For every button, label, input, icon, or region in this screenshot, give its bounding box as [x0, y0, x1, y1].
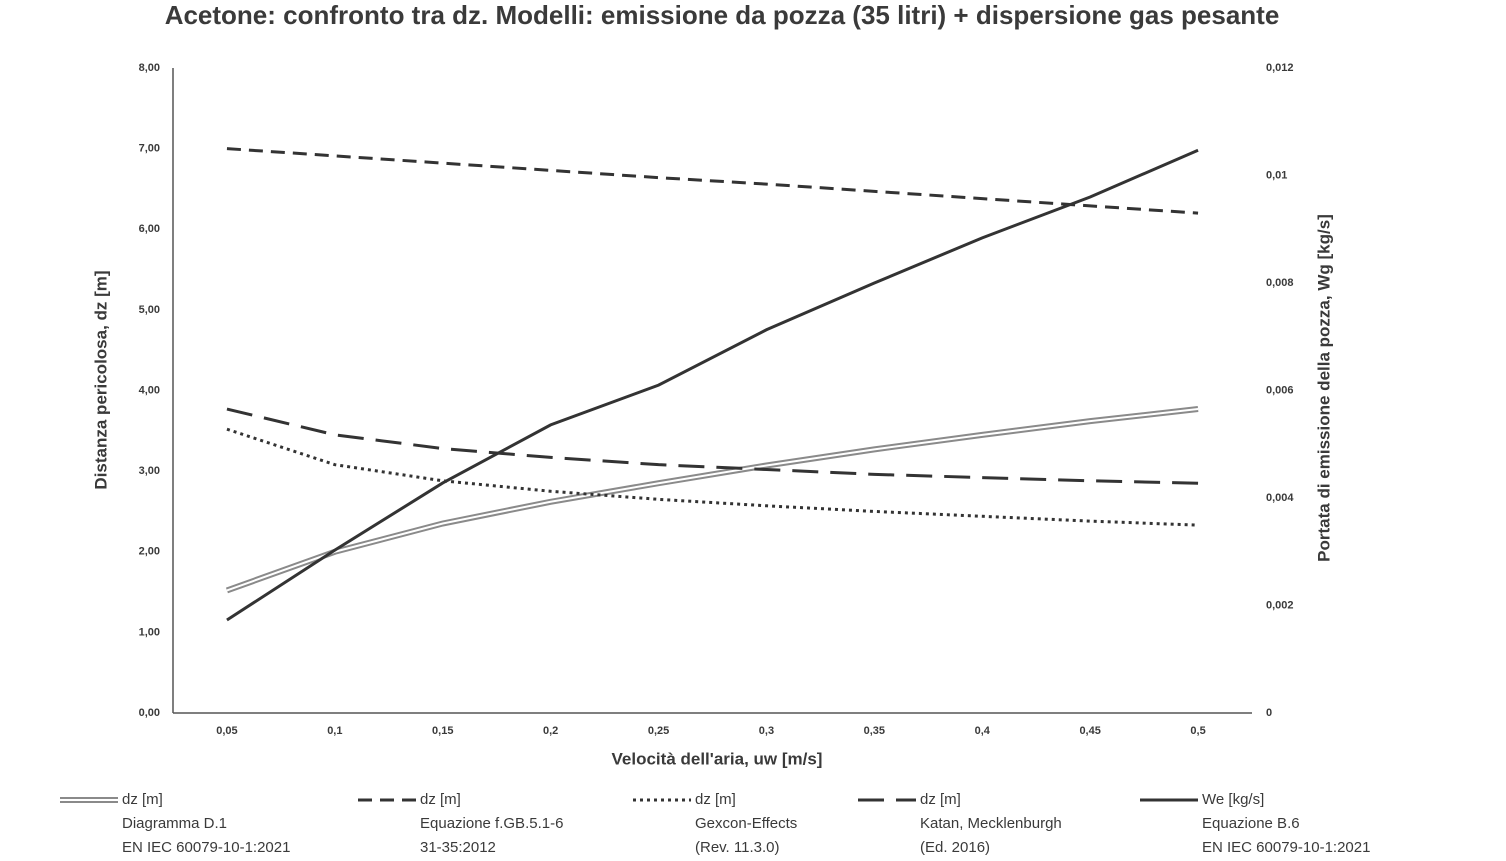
x-axis-title: Velocità dell'aria, uw [m/s]	[612, 749, 823, 768]
x-tick-label: 0,45	[1079, 725, 1100, 737]
y-tick-label: 2,00	[139, 546, 160, 558]
legend-source: 31-35:2012	[420, 839, 496, 856]
legend-label: We [kg/s]	[1202, 791, 1264, 808]
legend-label: dz [m]	[695, 791, 736, 808]
y-tick-label: 0,00	[139, 707, 160, 719]
legend-source: Equazione B.6	[1202, 815, 1300, 832]
y2-tick-label: 0,008	[1266, 277, 1294, 289]
y-tick-label: 6,00	[139, 223, 160, 235]
y-axis-title: Distanza pericolosa, dz [m]	[91, 270, 110, 489]
x-tick-label: 0,35	[864, 725, 885, 737]
x-tick-label: 0,1	[327, 725, 342, 737]
series-line	[226, 147, 1199, 215]
series-line	[226, 427, 1199, 527]
y2-tick-label: 0,012	[1266, 62, 1294, 74]
legend-label: dz [m]	[122, 791, 163, 808]
x-tick-label: 0,15	[432, 725, 453, 737]
x-tick-label: 0,25	[648, 725, 669, 737]
y-tick-label: 4,00	[139, 384, 160, 396]
x-tick-label: 0,4	[975, 725, 991, 737]
y-tick-label: 3,00	[139, 465, 160, 477]
y2-axis-title: Portata di emissione della pozza, Wg [kg…	[1314, 214, 1333, 562]
legend-source: (Ed. 2016)	[920, 839, 990, 856]
y2-tick-label: 0,006	[1266, 384, 1294, 396]
x-tick-label: 0,5	[1190, 725, 1205, 737]
legend-source: (Rev. 11.3.0)	[695, 839, 779, 856]
y2-tick-label: 0,01	[1266, 169, 1287, 181]
x-tick-label: 0,2	[543, 725, 558, 737]
series-line	[226, 407, 1199, 485]
legend-source: Katan, Mecklenburgh	[920, 815, 1062, 832]
y-tick-label: 8,00	[139, 62, 160, 74]
chart-title: Acetone: confronto tra dz. Modelli: emis…	[165, 0, 1280, 30]
y2-tick-label: 0,004	[1266, 492, 1294, 504]
legend-source: Diagramma D.1	[122, 815, 227, 832]
y-tick-label: 1,00	[139, 626, 160, 638]
x-tick-label: 0,3	[759, 725, 774, 737]
y-tick-label: 5,00	[139, 304, 160, 316]
legend-source: EN IEC 60079-10-1:2021	[122, 839, 290, 856]
legend-label: dz [m]	[920, 791, 961, 808]
series-line	[225, 406, 1199, 594]
legend-source: Equazione f.GB.5.1-6	[420, 815, 563, 832]
legend-source: EN IEC 60079-10-1:2021	[1202, 839, 1370, 856]
y2-tick-label: 0,002	[1266, 599, 1294, 611]
series-line	[226, 148, 1199, 622]
x-tick-label: 0,05	[216, 725, 237, 737]
series-line-inner	[226, 408, 1199, 592]
y-tick-label: 7,00	[139, 143, 160, 155]
y2-tick-label: 0	[1266, 707, 1272, 719]
legend-source: Gexcon-Effects	[695, 815, 797, 832]
legend-label: dz [m]	[420, 791, 461, 808]
